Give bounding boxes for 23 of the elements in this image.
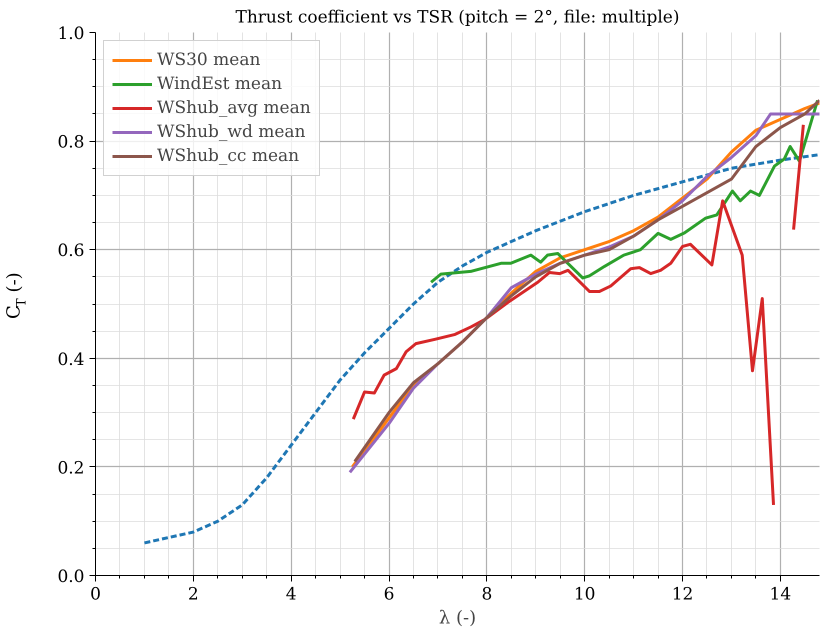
x-tick-label: 4 [286, 584, 297, 604]
y-tick-label: 0.8 [57, 132, 85, 153]
legend-label: WS30 mean [157, 49, 260, 71]
x-axis-title: λ (-) [438, 608, 476, 628]
y-axis-title: CT (-) [4, 272, 30, 319]
x-tick-label: 10 [574, 584, 596, 604]
x-tick-label: 2 [188, 584, 199, 604]
x-tick-label: 6 [384, 584, 394, 604]
x-tick-label: 0 [90, 584, 101, 604]
x-tick-label: 12 [672, 584, 694, 604]
y-tick-label: 0.2 [57, 458, 85, 478]
legend-label: WindEst mean [157, 73, 282, 95]
y-tick-label: 1.0 [57, 24, 85, 44]
chart-title: Thrust coefficient vs TSR (pitch = 2°, file: multiple) [236, 8, 680, 28]
y-tick-label: 0.4 [57, 350, 85, 370]
x-tick-label: 14 [770, 584, 792, 604]
legend-label: WShub_wd mean [157, 121, 306, 143]
legend-label: WShub_cc mean [157, 145, 300, 167]
x-tick-label: 8 [481, 584, 492, 604]
y-tick-label: 0.0 [57, 567, 85, 587]
y-tick-label: 0.6 [57, 241, 85, 262]
line-series [430, 98, 820, 284]
legend-label: WShub_avg mean [157, 97, 311, 119]
